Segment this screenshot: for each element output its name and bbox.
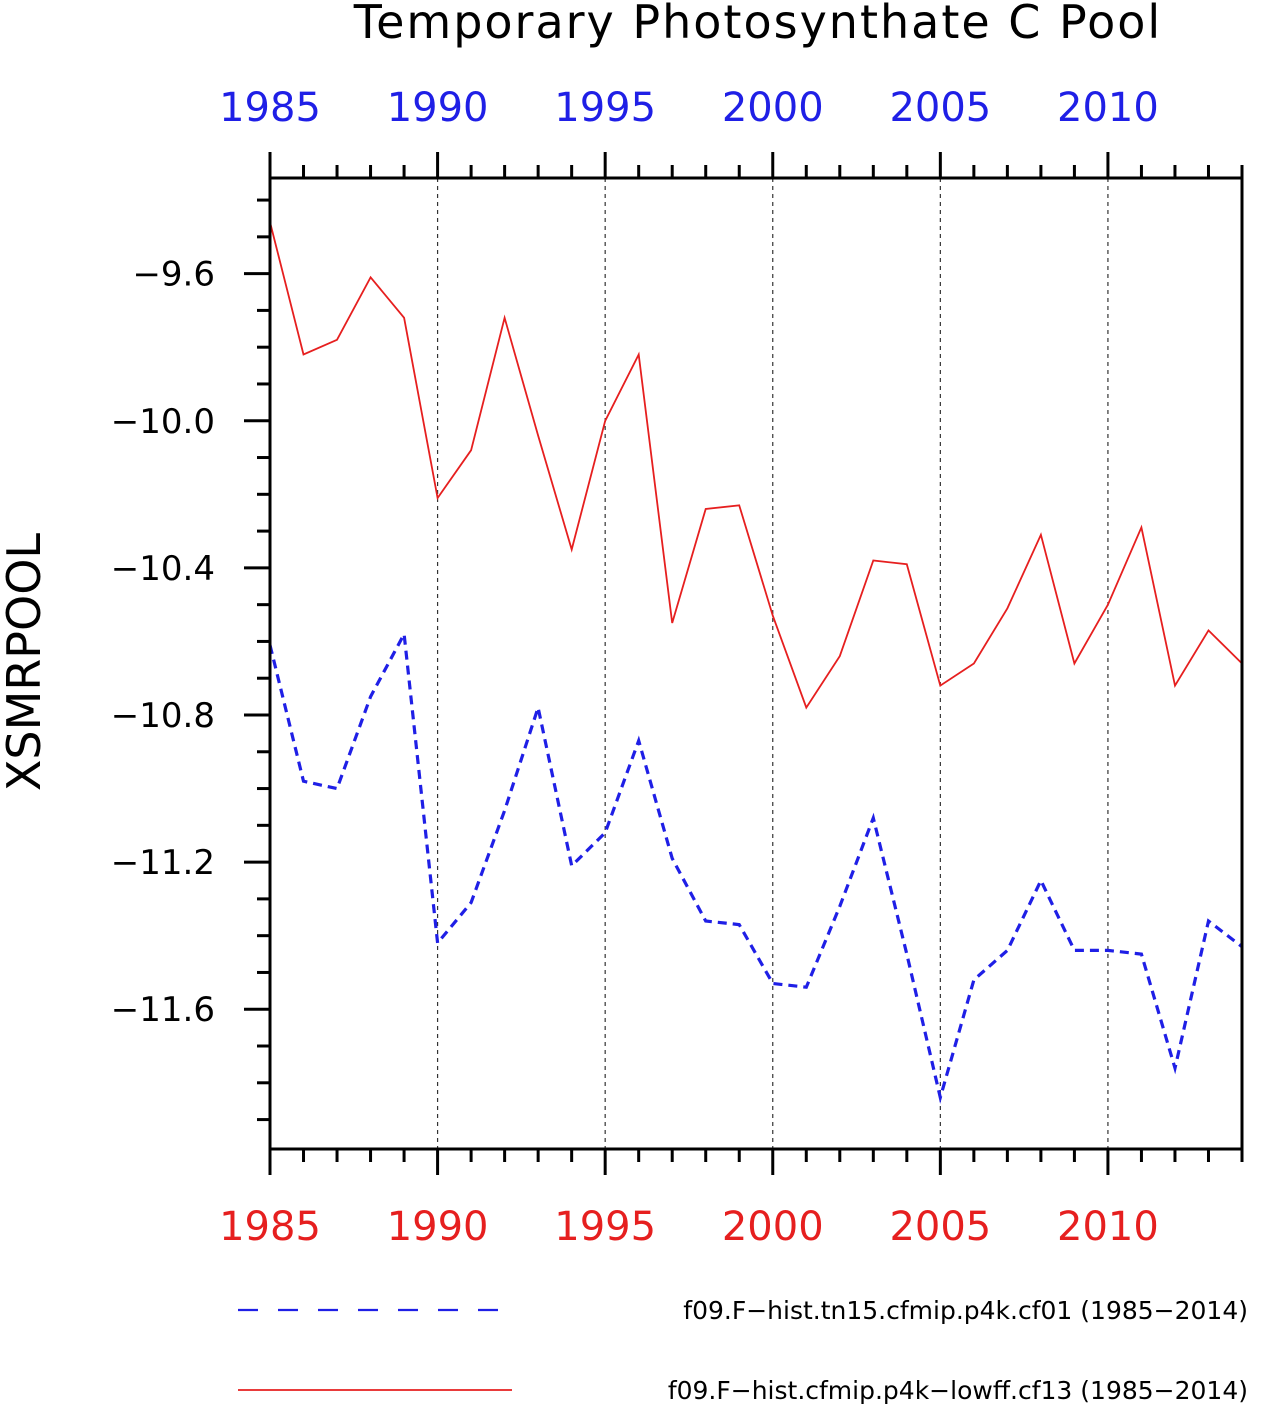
y-tick-label--11.2: −11.2 [111,843,215,883]
y-tick-label--10.0: −10.0 [111,402,215,442]
x-tick-label-bottom-2005: 2005 [889,1204,991,1250]
x-tick-label-top-1985: 1985 [219,85,321,131]
x-tick-label-bottom-1995: 1995 [554,1204,656,1250]
x-tick-label-bottom-2010: 2010 [1057,1204,1159,1250]
chart-title: Temporary Photosynthate C Pool [353,0,1162,49]
y-tick-label--10.8: −10.8 [111,696,215,736]
series-line-1 [268,628,1243,1104]
x-tick-label-top-2000: 2000 [722,85,824,131]
axis-tick-labels: 1985 1985 1990 1990 1995 1995 2000 2000 2005 2005… [111,85,1159,1250]
x-tick-label-bottom-1990: 1990 [387,1204,489,1250]
legend: f09.F−hist.tn15.cfmip.p4k.cf01 (1985−201… [238,1296,1248,1405]
y-axis-label: XSMRPOOL [0,533,51,792]
axis-ticks [244,152,1244,1175]
x-tick-label-top-2010: 2010 [1057,85,1159,131]
plot-frame [268,176,1244,1151]
legend-label-2: f09.F−hist.cfmip.p4k−lowff.cf13 (1985−20… [668,1376,1248,1405]
y-tick-label--11.6: −11.6 [111,990,215,1030]
x-tick-label-bottom-2000: 2000 [722,1204,824,1250]
y-tick-label--9.6: −9.6 [132,255,215,295]
x-tick-label-top-1995: 1995 [554,85,656,131]
legend-label-1: f09.F−hist.tn15.cfmip.p4k.cf01 (1985−201… [683,1296,1248,1325]
x-tick-label-top-1990: 1990 [387,85,489,131]
x-tick-label-bottom-1985: 1985 [219,1204,321,1250]
y-tick-label--10.4: −10.4 [111,549,215,589]
x-tick-label-top-2005: 2005 [889,85,991,131]
series-lines [268,221,1243,1104]
grid-lines [436,178,1109,1149]
series-line-2 [269,221,1243,710]
